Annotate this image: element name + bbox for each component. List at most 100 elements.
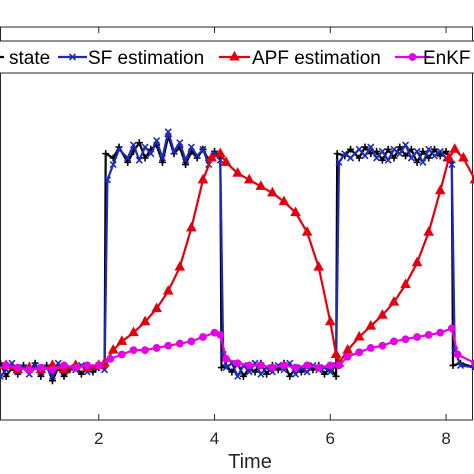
data-point-state (37, 372, 45, 380)
data-point-apf-estimation (423, 226, 435, 236)
data-point-enkf-estimation (118, 350, 126, 359)
data-point-sf-estimation (153, 136, 161, 145)
data-point-state (390, 154, 398, 162)
data-point-state (89, 368, 97, 376)
data-point-sf-estimation (346, 154, 355, 162)
data-point-sf-estimation (401, 141, 410, 149)
data-point-state (396, 143, 404, 151)
data-point-apf-estimation (267, 186, 278, 197)
data-point-enkf-estimation (60, 361, 68, 370)
data-point-state (102, 150, 110, 158)
legend-label-enkf-estimation: EnKF estimation (423, 48, 474, 69)
data-point-sf-estimation (0, 372, 4, 380)
data-point-sf-estimation (291, 370, 300, 378)
data-point-apf-estimation (449, 143, 461, 153)
data-point-state (449, 361, 457, 369)
data-point-apf-estimation (400, 278, 411, 289)
data-point-apf-estimation (353, 330, 365, 341)
data-point-apf-estimation (278, 195, 290, 206)
data-point-apf-estimation (458, 151, 469, 162)
data-point-enkf-estimation (25, 365, 34, 374)
data-point-enkf-estimation (199, 333, 207, 341)
data-point-sf-estimation (124, 154, 132, 162)
data-point-enkf-estimation (94, 361, 103, 370)
data-point-enkf-estimation (424, 330, 433, 339)
data-point-apf-estimation (365, 319, 377, 330)
data-point-sf-estimation (419, 158, 427, 166)
data-point-sf-estimation (176, 139, 184, 147)
data-point-sf-estimation (187, 143, 195, 151)
data-point-state (347, 145, 355, 153)
data-point-state (135, 139, 143, 147)
data-point-sf-estimation (341, 150, 349, 158)
data-point-enkf-estimation (343, 352, 352, 361)
data-point-state (48, 377, 56, 385)
x-tick-label: 6 (326, 429, 335, 448)
data-point-state (60, 372, 68, 380)
legend-label-sf-estimation: SF estimation (88, 48, 204, 69)
x-tick-label: 8 (441, 429, 450, 448)
data-point-enkf-estimation (83, 361, 92, 370)
legend-marker-apf-estimation (229, 50, 240, 61)
data-point-enkf-estimation (233, 359, 242, 368)
data-point-state (0, 359, 4, 367)
legend-marker-sf-estimation (68, 53, 77, 61)
data-point-sf-estimation (182, 156, 190, 164)
data-point-enkf-estimation (366, 344, 375, 352)
data-point-sf-estimation (384, 156, 392, 164)
data-point-sf-estimation (326, 368, 334, 376)
x-axis-label: Time (228, 451, 272, 473)
data-point-enkf-estimation (129, 346, 138, 355)
data-point-sf-estimation (448, 160, 456, 169)
data-point-apf-estimation (330, 348, 342, 358)
data-point-sf-estimation (48, 372, 57, 380)
data-point-sf-estimation (129, 141, 138, 149)
data-point-sf-estimation (335, 158, 343, 166)
data-point-apf-estimation (243, 173, 255, 184)
data-point-enkf-estimation (141, 346, 149, 355)
data-point-enkf-estimation (471, 359, 474, 368)
data-point-enkf-estimation (48, 365, 57, 374)
data-point-state (228, 368, 236, 376)
data-point-state (124, 158, 132, 166)
data-point-sf-estimation (234, 372, 242, 380)
data-point-enkf-estimation (401, 335, 410, 344)
data-point-enkf-estimation (36, 363, 45, 372)
x-axis-ticks: 2 4 6 8 (94, 27, 451, 448)
data-point-enkf-estimation (378, 341, 387, 350)
data-point-apf-estimation (388, 295, 400, 306)
data-point-sf-estimation (199, 145, 207, 153)
data-point-apf-estimation (162, 285, 174, 295)
data-point-apf-estimation (186, 221, 197, 232)
data-point-enkf-estimation (453, 350, 462, 359)
data-point-sf-estimation (193, 152, 201, 160)
data-point-state (407, 145, 415, 153)
data-point-state (158, 158, 166, 166)
data-point-state (217, 364, 225, 372)
data-point-sf-estimation (303, 368, 311, 376)
data-point-sf-estimation (135, 156, 143, 164)
data-point-enkf-estimation (152, 344, 161, 352)
data-point-sf-estimation (158, 154, 167, 162)
data-point-sf-estimation (141, 143, 149, 151)
data-point-state (430, 145, 438, 153)
data-point-sf-estimation (396, 150, 404, 158)
data-point-enkf-estimation (280, 361, 288, 370)
data-point-state (263, 370, 271, 378)
data-point-state (297, 368, 305, 376)
data-point-state (442, 147, 450, 155)
data-point-sf-estimation (413, 147, 421, 156)
data-point-apf-estimation (232, 167, 243, 177)
data-point-sf-estimation (390, 145, 398, 153)
data-point-enkf-estimation (390, 337, 398, 346)
data-point-enkf-estimation (256, 361, 265, 370)
data-point-apf-estimation (128, 326, 139, 337)
data-point-sf-estimation (407, 154, 415, 162)
data-point-apf-estimation (220, 156, 232, 166)
data-point-enkf-estimation (216, 330, 225, 339)
data-point-enkf-estimation (447, 324, 456, 333)
data-point-sf-estimation (436, 147, 444, 156)
data-point-enkf-estimation (413, 333, 422, 341)
data-point-state (251, 368, 259, 376)
